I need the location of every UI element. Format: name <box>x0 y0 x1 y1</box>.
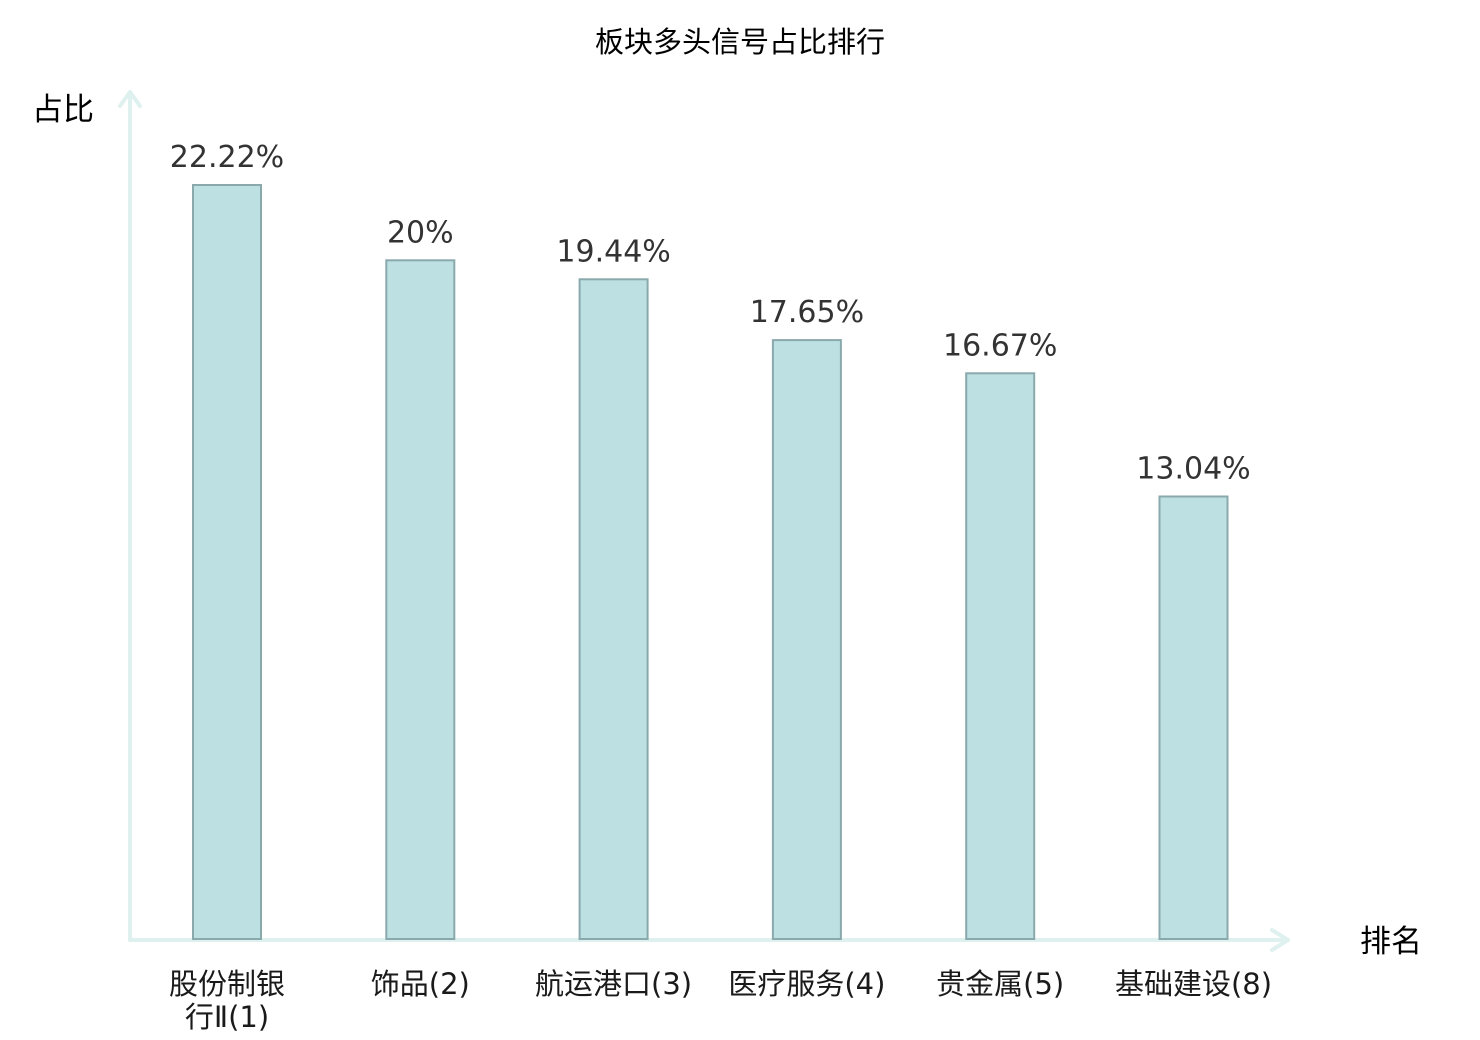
category-label-2: 饰品(2) <box>371 967 470 1001</box>
category-label-5: 贵金属(5) <box>936 967 1064 1001</box>
category-label-4: 医疗服务(4) <box>728 967 885 1001</box>
bar-4 <box>771 339 842 941</box>
value-label-2: 20% <box>387 215 454 250</box>
category-labels-group: 股份制银行Ⅱ(1) 饰品(2) 航运港口(3) 医疗服务(4) 贵金属(5) 基础建设(8… <box>169 967 1272 1034</box>
value-labels-group: 22.22% 20% 19.44% 17.65% 16.67% 13.04% <box>170 140 1251 487</box>
value-label-1: 22.22% <box>170 140 284 175</box>
chart-title: 板块多头信号占比排行 <box>595 25 885 59</box>
bar-5 <box>965 372 1036 940</box>
value-label-4: 17.65% <box>750 295 864 330</box>
y-axis-arrow <box>118 90 142 108</box>
bar-2 <box>385 259 456 940</box>
value-label-3: 19.44% <box>556 234 670 269</box>
y-axis-label: 占比 <box>32 92 94 128</box>
x-axis-arrow <box>1270 928 1290 952</box>
bars-group <box>192 184 1229 941</box>
value-label-6: 13.04% <box>1136 452 1250 487</box>
category-label-6: 基础建设(8) <box>1115 967 1272 1001</box>
value-label-5: 16.67% <box>943 328 1057 363</box>
bar-1 <box>192 184 262 940</box>
category-label-3: 航运港口(3) <box>535 967 692 1001</box>
bar-3 <box>578 278 649 940</box>
category-label-1: 股份制银行Ⅱ(1) <box>169 967 285 1034</box>
bar-6 <box>1158 495 1229 940</box>
x-axis-label: 排名 <box>1360 924 1422 960</box>
